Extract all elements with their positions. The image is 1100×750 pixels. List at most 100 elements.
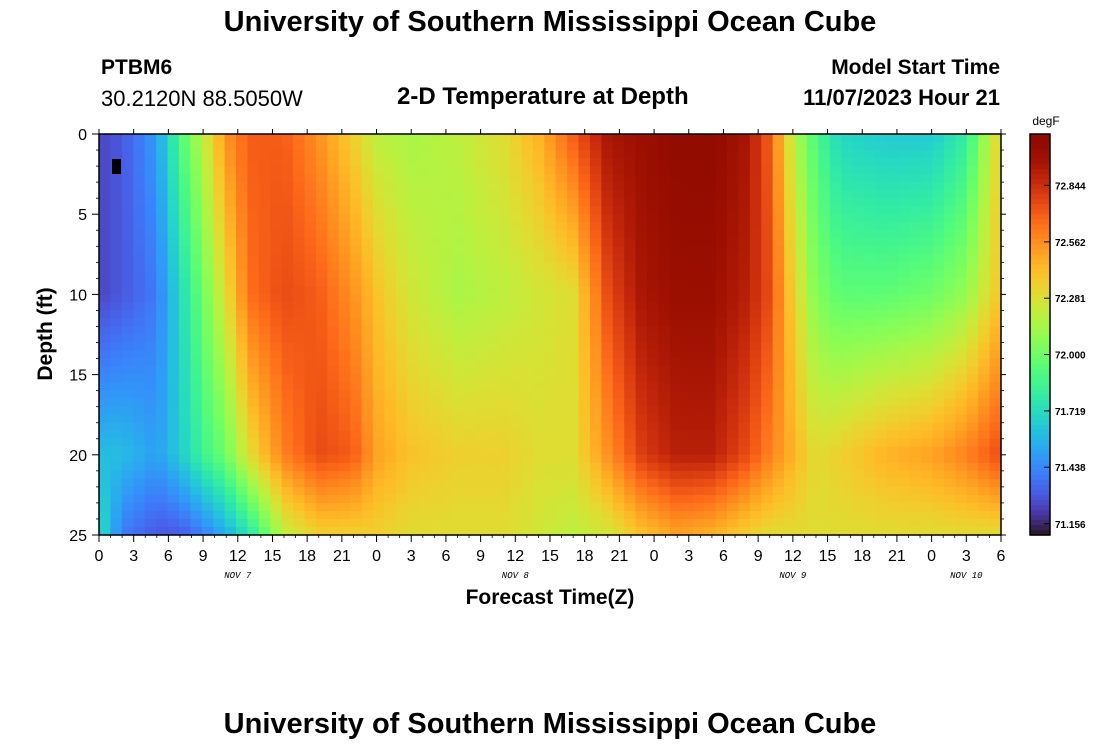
heatmap-cell	[567, 262, 580, 271]
heatmap-cell	[578, 350, 591, 360]
heatmap-cell	[795, 222, 808, 231]
heatmap-cell	[544, 166, 557, 175]
heatmap-cell	[498, 326, 511, 336]
heatmap-cell	[772, 358, 785, 368]
heatmap-cell	[167, 158, 180, 167]
heatmap-cell	[943, 198, 956, 207]
heatmap-cell	[601, 294, 614, 304]
heatmap-cell	[635, 142, 648, 151]
heatmap-cell	[110, 510, 123, 520]
heatmap-cell	[806, 310, 819, 320]
heatmap-cell	[726, 230, 739, 239]
heatmap-cell	[441, 238, 454, 247]
heatmap-cell	[327, 350, 340, 360]
heatmap-cell	[487, 150, 500, 159]
heatmap-cell	[818, 510, 831, 520]
heatmap-cell	[441, 262, 454, 271]
heatmap-cell	[841, 446, 854, 456]
heatmap-cell	[407, 214, 420, 223]
heatmap-cell	[932, 278, 945, 287]
heatmap-cell	[224, 326, 237, 336]
heatmap-cell	[555, 142, 568, 151]
heatmap-cell	[190, 438, 203, 448]
heatmap-cell	[293, 214, 306, 223]
heatmap-cell	[875, 454, 888, 464]
heatmap-cell	[258, 206, 271, 215]
heatmap-cell	[293, 502, 306, 512]
heatmap-cell	[156, 414, 169, 424]
heatmap-cell	[395, 470, 408, 480]
heatmap-cell	[966, 270, 979, 279]
heatmap-cell	[487, 214, 500, 223]
heatmap-cell	[738, 342, 751, 352]
heatmap-cell	[761, 478, 774, 488]
heatmap-cell	[749, 150, 762, 159]
model-start-time: 11/07/2023 Hour 21	[803, 85, 1000, 110]
heatmap-cell	[726, 254, 739, 263]
heatmap-cell	[144, 166, 157, 175]
heatmap-cell	[384, 310, 397, 320]
heatmap-cell	[692, 230, 705, 239]
heatmap-cell	[795, 254, 808, 263]
heatmap-cell	[886, 406, 899, 416]
heatmap-cell	[738, 446, 751, 456]
heatmap-cell	[407, 486, 420, 496]
heatmap-cell	[852, 494, 865, 504]
heatmap-cell	[761, 294, 774, 304]
heatmap-cell	[578, 158, 591, 167]
heatmap-cell	[795, 342, 808, 352]
heatmap-cell	[829, 462, 842, 472]
heatmap-cell	[852, 198, 865, 207]
heatmap-cell	[190, 390, 203, 400]
heatmap-cell	[258, 150, 271, 159]
heatmap-cell	[544, 158, 557, 167]
heatmap-cell	[841, 518, 854, 528]
heatmap-cell	[589, 502, 602, 512]
heatmap-cell	[635, 294, 648, 304]
heatmap-cell	[99, 166, 112, 175]
heatmap-cell	[475, 190, 488, 199]
heatmap-cell	[384, 294, 397, 304]
heatmap-cell	[441, 374, 454, 384]
heatmap-cell	[327, 246, 340, 255]
heatmap-cell	[784, 158, 797, 167]
heatmap-cell	[270, 150, 283, 159]
heatmap-cell	[350, 494, 363, 504]
heatmap-cell	[669, 526, 682, 536]
heatmap-cell	[350, 334, 363, 344]
heatmap-cell	[327, 382, 340, 392]
heatmap-cell	[589, 510, 602, 520]
heatmap-cell	[133, 174, 146, 183]
heatmap-cell	[589, 246, 602, 255]
heatmap-cell	[761, 182, 774, 191]
heatmap-cell	[121, 350, 134, 360]
heatmap-cell	[943, 406, 956, 416]
heatmap-cell	[395, 414, 408, 424]
heatmap-cell	[532, 422, 545, 432]
heatmap-cell	[338, 142, 351, 151]
heatmap-cell	[852, 510, 865, 520]
heatmap-cell	[784, 478, 797, 488]
heatmap-cell	[521, 470, 534, 480]
heatmap-cell	[567, 422, 580, 432]
heatmap-cell	[258, 278, 271, 287]
heatmap-cell	[647, 350, 660, 360]
heatmap-cell	[156, 302, 169, 312]
heatmap-cell	[475, 206, 488, 215]
heatmap-cell	[624, 166, 637, 175]
heatmap-cell	[898, 518, 911, 528]
heatmap-cell	[578, 390, 591, 400]
heatmap-cell	[441, 454, 454, 464]
heatmap-cell	[658, 294, 671, 304]
heatmap-cell	[692, 454, 705, 464]
heatmap-cell	[418, 422, 431, 432]
heatmap-cell	[841, 462, 854, 472]
heatmap-cell	[144, 230, 157, 239]
heatmap-cell	[156, 518, 169, 528]
heatmap-cell	[521, 438, 534, 448]
heatmap-cell	[315, 478, 328, 488]
heatmap-cell	[669, 398, 682, 408]
heatmap-cell	[361, 342, 374, 352]
heatmap-cell	[669, 182, 682, 191]
heatmap-cell	[464, 398, 477, 408]
